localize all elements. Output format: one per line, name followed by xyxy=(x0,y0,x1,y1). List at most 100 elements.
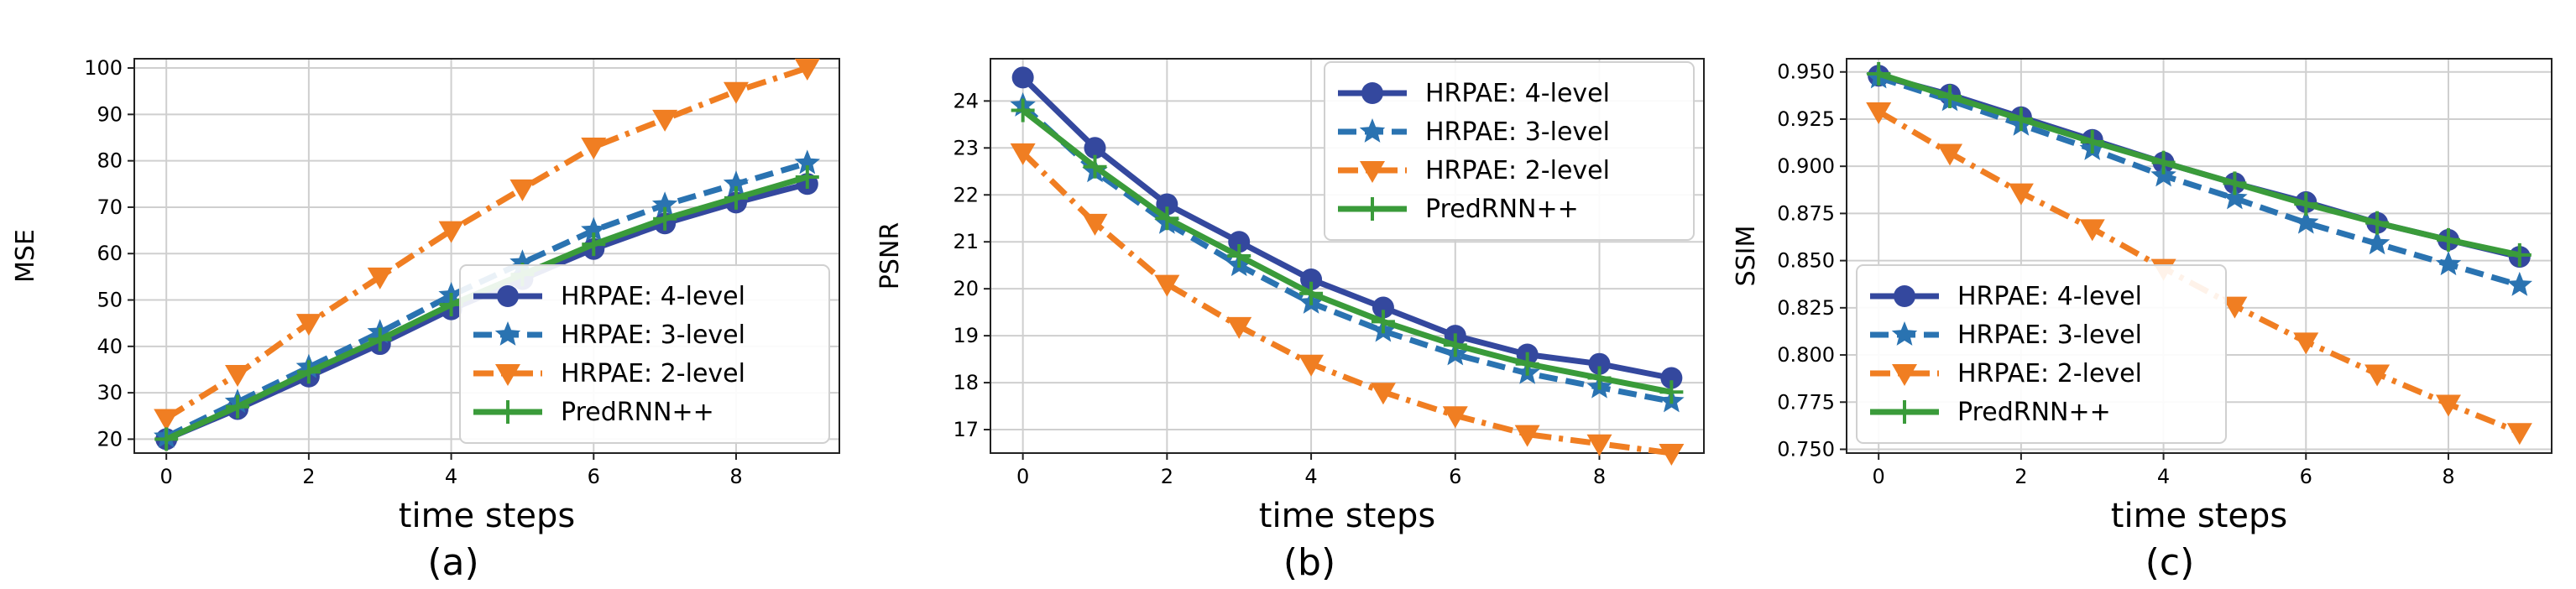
data-point-5 xyxy=(2222,296,2248,319)
series-line xyxy=(1878,75,2521,289)
plot-frame xyxy=(133,58,840,454)
legend-marker xyxy=(1359,118,1386,143)
y-tick-label-4: 0.850 xyxy=(1777,249,1835,273)
data-point-4 xyxy=(439,293,463,317)
x-tick-label-3: 6 xyxy=(2300,465,2312,488)
data-point-5 xyxy=(509,179,536,201)
y-axis-label: PSNR xyxy=(875,222,905,289)
data-point-2 xyxy=(1156,193,1178,216)
legend-label: HRPAE: 3-level xyxy=(1425,117,1610,147)
y-tick-label-0: 0.750 xyxy=(1777,438,1835,461)
data-point-1 xyxy=(1937,143,1963,166)
y-tick-label-3: 20 xyxy=(953,277,979,300)
legend-marker xyxy=(1894,285,1915,307)
legend-label: PredRNN++ xyxy=(561,398,714,427)
data-point-9 xyxy=(1659,444,1685,466)
data-point-8 xyxy=(1588,352,1611,375)
series-3 xyxy=(154,59,820,431)
legend-label: PredRNN++ xyxy=(1957,398,2111,427)
data-point-7 xyxy=(2364,230,2391,255)
data-point-8 xyxy=(2436,227,2460,252)
y-tick-label-2: 0.800 xyxy=(1777,343,1835,367)
data-point-8 xyxy=(724,185,748,210)
legend-marker xyxy=(1893,400,1916,424)
x-tick-label-1: 2 xyxy=(1161,465,1173,488)
data-point-1 xyxy=(1084,137,1106,159)
legend-label: HRPAE: 2-level xyxy=(1425,156,1610,185)
x-tick-label-2: 4 xyxy=(445,465,457,488)
data-point-6 xyxy=(1443,333,1467,357)
data-point-4 xyxy=(1300,268,1323,290)
x-tick-label-4: 8 xyxy=(729,465,742,488)
series-3 xyxy=(1010,143,1685,466)
y-tick-label-7: 24 xyxy=(953,89,979,112)
series-line xyxy=(1021,107,1673,395)
data-point-4 xyxy=(2151,150,2176,175)
y-tick-label-2: 19 xyxy=(953,324,979,347)
data-point-2 xyxy=(1155,206,1179,231)
legend-label: HRPAE: 2-level xyxy=(1957,359,2142,388)
legend-marker xyxy=(1360,161,1385,183)
data-point-7 xyxy=(651,191,678,216)
legend-box xyxy=(1856,264,2227,444)
legend-box xyxy=(1324,61,1695,241)
plot-frame xyxy=(1846,58,2552,454)
data-point-2 xyxy=(2009,107,2033,131)
chart-panel-1: 20 30 40 50 60 70 80 90 100 0 2 4 6 8 time steps MSE (a)… xyxy=(11,56,840,584)
data-point-7 xyxy=(2364,364,2391,387)
data-point-2 xyxy=(2008,183,2034,206)
y-tick-label-3: 0.825 xyxy=(1777,296,1835,320)
data-point-8 xyxy=(1586,434,1612,456)
x-tick-label-4: 8 xyxy=(2442,465,2454,488)
series-4 xyxy=(1011,98,1684,404)
data-point-2 xyxy=(1154,274,1180,297)
data-point-4 xyxy=(1298,354,1325,377)
legend-marker xyxy=(497,285,519,307)
legend-item-1: HRPAE: 4-level xyxy=(1338,79,1610,108)
x-tick-label-3: 6 xyxy=(588,465,600,488)
data-point-8 xyxy=(723,170,750,195)
data-point-7 xyxy=(652,109,678,132)
data-point-1 xyxy=(1083,154,1107,179)
data-point-6 xyxy=(1442,406,1468,429)
series-line xyxy=(1021,103,1673,404)
legend-item-1: HRPAE: 4-level xyxy=(473,282,745,311)
y-tick-label-7: 0.925 xyxy=(1777,107,1835,131)
data-point-0 xyxy=(154,409,180,431)
y-tick-label-5: 70 xyxy=(97,195,123,219)
data-point-4 xyxy=(2150,162,2176,187)
series-line xyxy=(1021,150,1672,456)
data-point-9 xyxy=(794,149,820,175)
data-point-5 xyxy=(1370,383,1396,405)
panel-label: (c) xyxy=(2145,541,2195,584)
y-tick-label-4: 21 xyxy=(953,230,979,253)
y-tick-label-4: 60 xyxy=(97,242,123,265)
data-point-4 xyxy=(438,221,464,243)
data-point-5 xyxy=(1372,296,1394,319)
y-tick-label-3: 50 xyxy=(97,289,123,312)
plot-frame xyxy=(990,58,1705,454)
data-point-8 xyxy=(2435,251,2462,276)
data-point-0 xyxy=(1010,143,1036,165)
y-tick-label-1: 30 xyxy=(97,381,123,404)
x-tick-label-2: 4 xyxy=(1304,465,1317,488)
data-point-9 xyxy=(794,59,820,81)
y-tick-label-1: 0.775 xyxy=(1777,390,1835,414)
legend-marker xyxy=(495,364,520,386)
legend-item-3: HRPAE: 2-level xyxy=(473,359,745,388)
legend-item-2: HRPAE: 3-level xyxy=(1870,321,2142,350)
data-point-2 xyxy=(296,360,321,384)
data-point-6 xyxy=(2293,209,2319,234)
data-point-3 xyxy=(1226,316,1252,339)
x-tick-label-3: 6 xyxy=(1449,465,1461,488)
legend-item-4: PredRNN++ xyxy=(473,398,714,427)
y-tick-label-2: 40 xyxy=(97,335,123,358)
data-point-0 xyxy=(1867,61,1891,86)
data-point-3 xyxy=(368,327,392,352)
legend-item-4: PredRNN++ xyxy=(1338,195,1579,224)
data-point-5 xyxy=(509,249,536,274)
legend-item-2: HRPAE: 3-level xyxy=(473,321,745,350)
